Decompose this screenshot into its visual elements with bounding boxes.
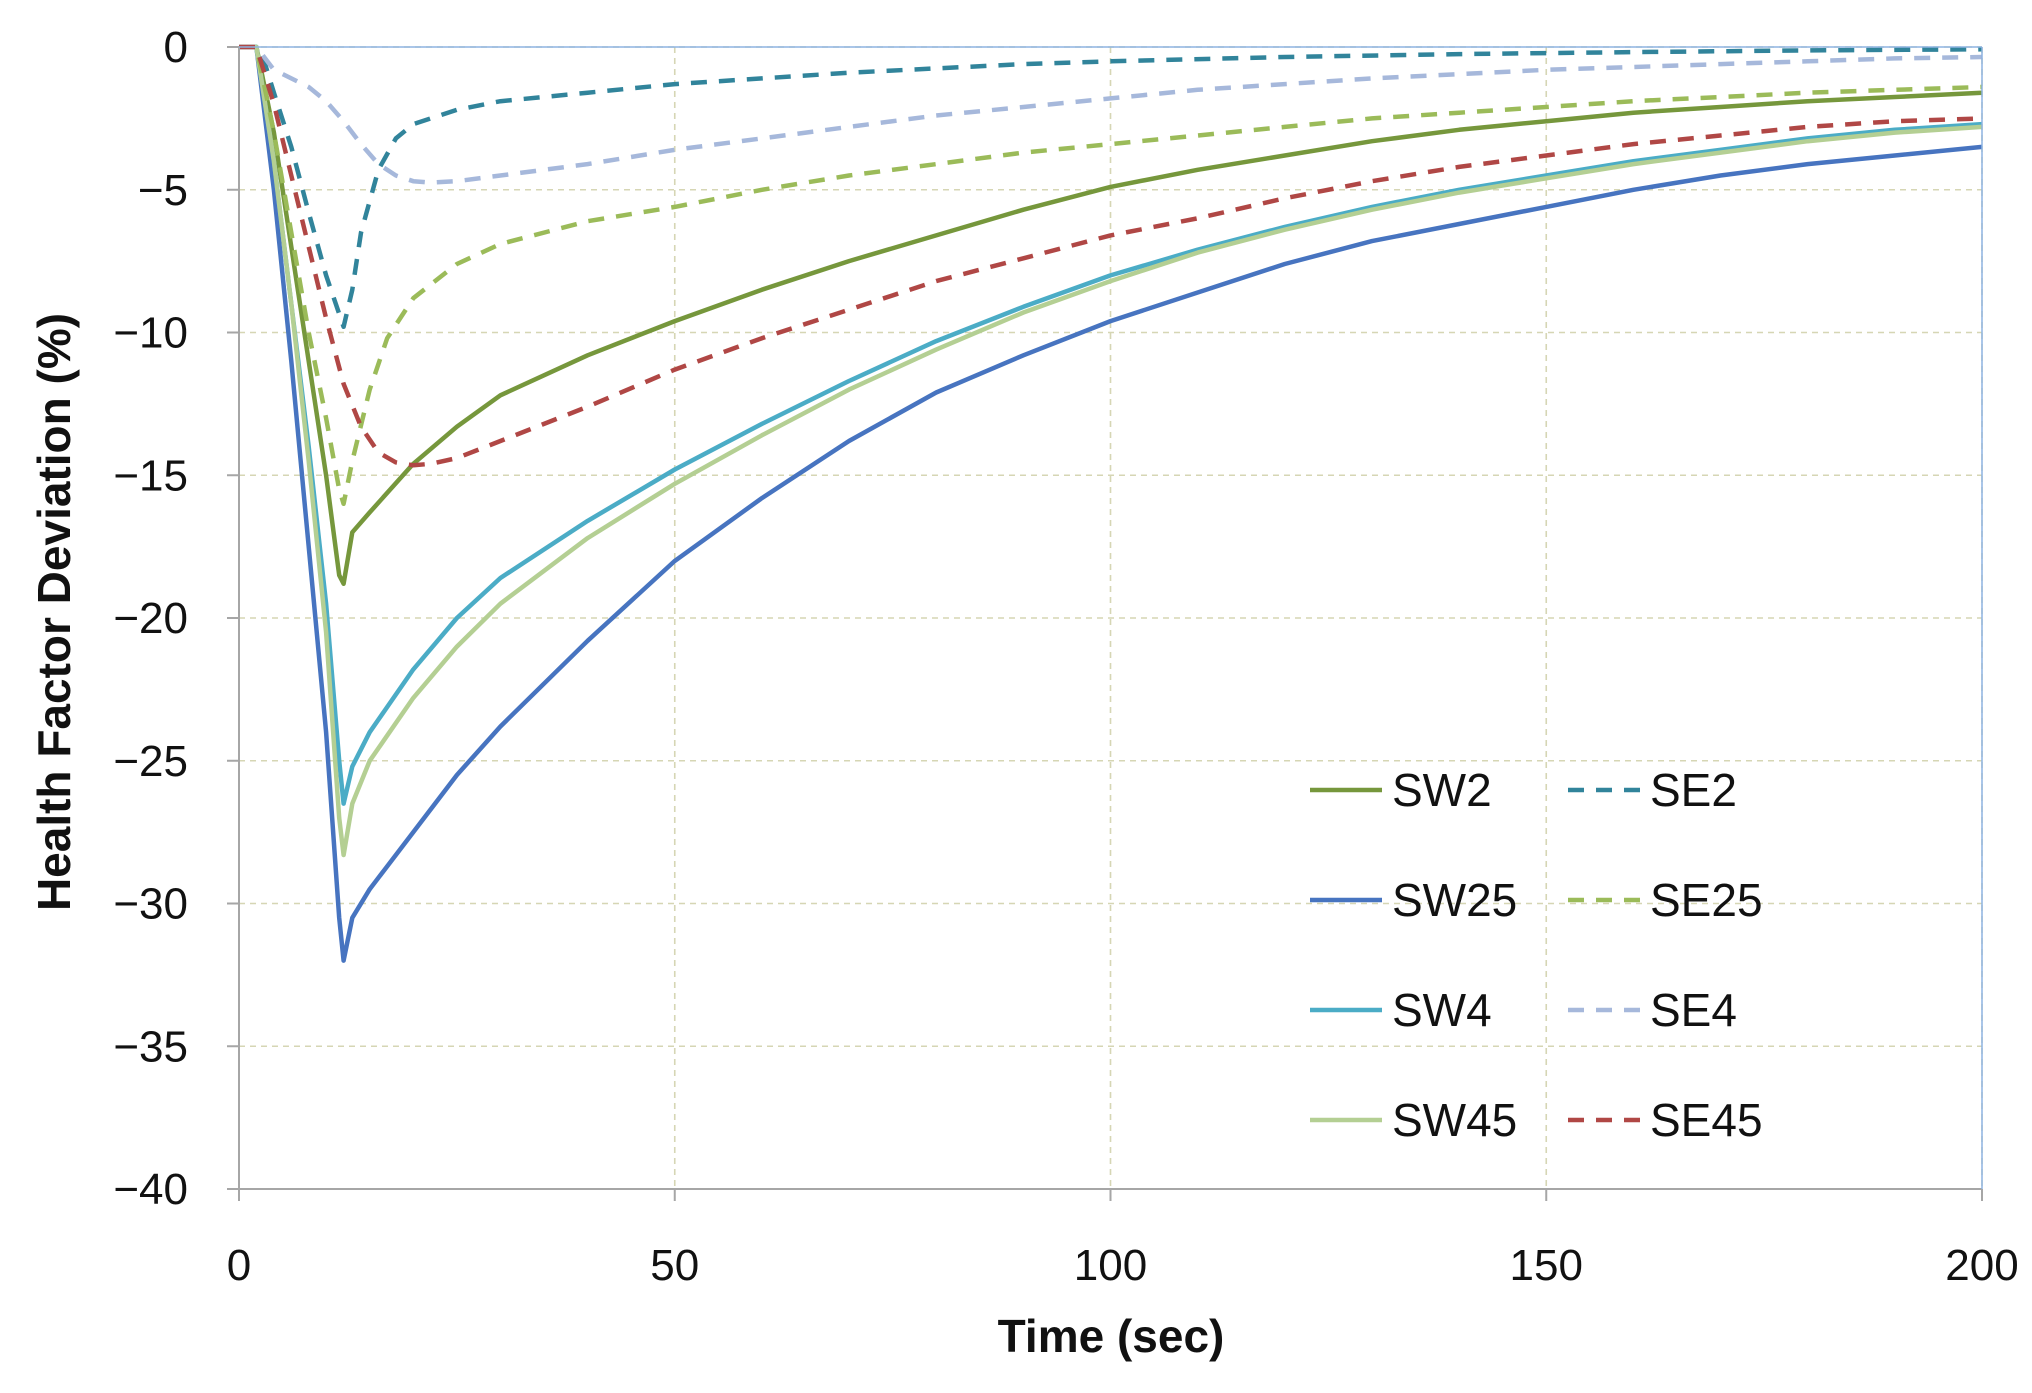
series-line-sw45 — [239, 44, 1983, 858]
y-tick-label: −5 — [138, 166, 188, 215]
x-tick-label: 200 — [1945, 1241, 2018, 1290]
y-tick-label: −30 — [113, 880, 188, 929]
series-line-se45 — [239, 44, 1983, 468]
legend-label-se45: SE45 — [1650, 1094, 1763, 1146]
series-line-sw2 — [239, 44, 1983, 586]
legend: SW2 SW25 SW4 SW45 SE2 SE25 SE4 SE45 — [1310, 764, 1763, 1146]
y-tick-label: −40 — [113, 1165, 188, 1214]
x-tick-label: 150 — [1510, 1241, 1583, 1290]
legend-label-sw4: SW4 — [1392, 984, 1492, 1036]
series-line-sw25 — [239, 44, 1983, 963]
tick-labels: 0 −5 −10 −15 −20 −25 −30 −35 −40 0 50 100 150 200 — [113, 23, 2018, 1290]
y-tick-label: −20 — [113, 594, 188, 643]
legend-label-sw45: SW45 — [1392, 1094, 1517, 1146]
legend-label-se4: SE4 — [1650, 984, 1737, 1036]
plot-area — [239, 44, 1983, 963]
y-axis-title: Health Factor Deviation (%) — [28, 313, 80, 911]
y-tick-label: −10 — [113, 309, 188, 358]
x-axis-title: Time (sec) — [998, 1310, 1225, 1362]
legend-label-se25: SE25 — [1650, 874, 1763, 926]
series-line-se2 — [239, 44, 1983, 330]
legend-label-sw2: SW2 — [1392, 764, 1492, 816]
axes — [227, 46, 1983, 1201]
series-line-sw4 — [239, 44, 1983, 806]
x-tick-label: 50 — [650, 1241, 699, 1290]
x-tick-label: 100 — [1074, 1241, 1147, 1290]
y-tick-label: −25 — [113, 737, 188, 786]
y-tick-label: −35 — [113, 1022, 188, 1071]
legend-label-se2: SE2 — [1650, 764, 1737, 816]
x-tick-label: 0 — [227, 1241, 251, 1290]
legend-label-sw25: SW25 — [1392, 874, 1517, 926]
y-tick-label: 0 — [164, 23, 188, 72]
y-tick-label: −15 — [113, 451, 188, 500]
series-line-se25 — [239, 44, 1983, 507]
